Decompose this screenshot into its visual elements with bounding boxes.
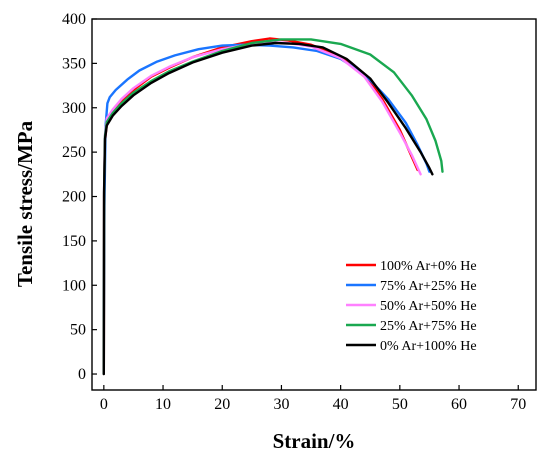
x-tick-label: 70 <box>510 396 526 413</box>
series-line-2 <box>102 43 431 322</box>
y-tick-label: 200 <box>62 189 86 206</box>
series-line-3 <box>102 40 422 376</box>
x-axis-title: Strain/% <box>273 429 356 453</box>
legend-label-1: 100% Ar+0% He <box>380 259 477 274</box>
x-tick-label: 40 <box>333 396 349 413</box>
y-tick-label: 400 <box>62 11 86 28</box>
x-tick-label: 0 <box>100 396 108 413</box>
series-line-4 <box>102 38 444 376</box>
x-tick-label: 60 <box>451 396 467 413</box>
y-tick-label: 350 <box>62 55 86 72</box>
legend-label-4: 25% Ar+75% He <box>380 319 477 334</box>
x-tick-label: 20 <box>214 396 230 413</box>
series-line-5 <box>102 41 434 376</box>
legend-label-3: 50% Ar+50% He <box>380 299 477 314</box>
legend-label-5: 0% Ar+100% He <box>380 339 477 354</box>
y-tick-label: 150 <box>62 233 86 250</box>
y-tick-label: 50 <box>70 322 86 339</box>
x-tick-label: 50 <box>392 396 408 413</box>
y-tick-label: 100 <box>62 277 86 294</box>
legend-label-2: 75% Ar+25% He <box>380 279 477 294</box>
series-line-1 <box>102 37 419 376</box>
x-tick-label: 10 <box>155 396 171 413</box>
x-tick-label: 30 <box>273 396 289 413</box>
series-curves <box>102 37 444 376</box>
axis-ticks: 0 10 20 30 40 50 60 70 0 50 100 150 200 250 300 350 400 <box>62 11 526 413</box>
legend: 100% Ar+0% He 75% Ar+25% He 50% Ar+50% He 2… <box>346 259 477 354</box>
y-axis-title: Tensile stress/MPa <box>13 120 37 287</box>
y-tick-label: 0 <box>78 366 86 383</box>
y-tick-label: 300 <box>62 100 86 117</box>
y-tick-label: 250 <box>62 144 86 161</box>
plot-frame <box>91 18 537 391</box>
